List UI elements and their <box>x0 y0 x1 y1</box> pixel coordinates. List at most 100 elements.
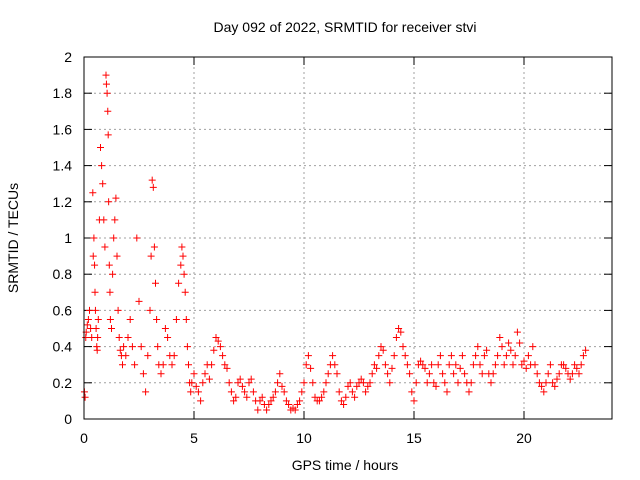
data-point <box>265 401 273 409</box>
data-point <box>430 379 438 387</box>
data-point <box>278 382 286 390</box>
x-tick-label: 10 <box>296 430 312 446</box>
data-point <box>401 352 409 360</box>
data-point <box>302 361 310 369</box>
data-point <box>397 328 405 336</box>
data-point <box>366 379 374 387</box>
data-point <box>364 382 372 390</box>
data-point <box>406 370 414 378</box>
data-point <box>381 361 389 369</box>
data-point <box>115 334 123 342</box>
y-axis-label: SRMTID / TECUs <box>5 183 21 293</box>
data-point <box>274 379 282 387</box>
data-point <box>368 370 376 378</box>
data-point <box>106 315 114 323</box>
data-point <box>384 370 392 378</box>
data-point <box>568 370 576 378</box>
data-point <box>190 370 198 378</box>
data-point <box>293 401 301 409</box>
data-point <box>509 361 517 369</box>
data-point <box>238 382 246 390</box>
data-point <box>573 364 581 372</box>
data-point <box>164 334 172 342</box>
data-point <box>280 388 288 396</box>
data-point <box>392 334 400 342</box>
data-point <box>483 346 491 354</box>
y-tick-label: 1 <box>64 230 72 246</box>
data-point <box>219 352 227 360</box>
data-point <box>535 379 543 387</box>
tick-labels: 00.20.40.60.811.21.41.61.820 5 10 15 20 <box>53 49 532 446</box>
data-point <box>216 343 224 351</box>
data-point <box>97 144 104 151</box>
data-point <box>322 379 330 387</box>
chart-title: Day 092 of 2022, SRMTID for receiver stv… <box>214 19 477 35</box>
x-tick-label: 5 <box>190 430 198 446</box>
data-point <box>197 397 205 405</box>
data-point <box>208 361 216 369</box>
data-point <box>351 393 359 401</box>
data-point <box>370 361 378 369</box>
data-point <box>425 370 433 378</box>
data-point <box>467 379 475 387</box>
data-point <box>549 379 557 387</box>
data-point <box>269 393 277 401</box>
data-point <box>282 397 290 405</box>
data-point <box>103 89 111 97</box>
data-point <box>337 397 345 405</box>
data-point <box>390 352 398 360</box>
data-point <box>119 361 126 369</box>
data-point <box>113 252 121 260</box>
data-point <box>89 189 97 197</box>
data-point <box>419 361 427 369</box>
data-point <box>109 270 117 278</box>
data-point <box>377 343 385 351</box>
data-point <box>544 370 552 378</box>
data-point <box>502 352 510 360</box>
data-point <box>236 375 244 383</box>
data-point <box>89 252 97 260</box>
data-point <box>201 370 209 378</box>
data-point <box>500 361 508 369</box>
data-point <box>147 252 155 260</box>
y-tick-label: 0.6 <box>53 302 73 318</box>
data-point <box>81 393 89 401</box>
data-point <box>291 406 299 414</box>
data-point <box>553 375 561 383</box>
data-point <box>104 107 112 115</box>
data-point <box>447 352 455 360</box>
data-point <box>480 352 488 360</box>
data-point <box>445 361 453 369</box>
y-tick-label: 1.8 <box>53 85 73 101</box>
data-point <box>346 379 354 387</box>
data-point <box>161 325 169 332</box>
data-point <box>458 352 466 360</box>
x-tick-label: 15 <box>406 430 422 446</box>
data-point <box>170 352 178 360</box>
data-point <box>102 80 110 88</box>
data-point <box>551 382 559 390</box>
data-point <box>126 315 134 323</box>
data-point <box>412 379 420 387</box>
data-point <box>582 346 590 354</box>
data-point <box>100 216 108 224</box>
data-point <box>90 234 98 242</box>
data-point <box>91 306 99 314</box>
data-point <box>86 306 93 314</box>
data-point <box>168 361 176 369</box>
data-point <box>131 361 139 369</box>
data-point <box>441 379 449 387</box>
data-point <box>491 361 499 369</box>
data-point <box>230 397 238 405</box>
data-point <box>221 361 229 369</box>
data-point <box>542 379 550 387</box>
data-point <box>194 388 202 396</box>
data-point <box>104 131 112 139</box>
data-point <box>304 352 312 360</box>
data-point <box>403 361 411 369</box>
data-point <box>469 361 477 369</box>
data-point <box>494 352 502 360</box>
data-point <box>315 397 323 405</box>
data-point <box>91 261 99 269</box>
